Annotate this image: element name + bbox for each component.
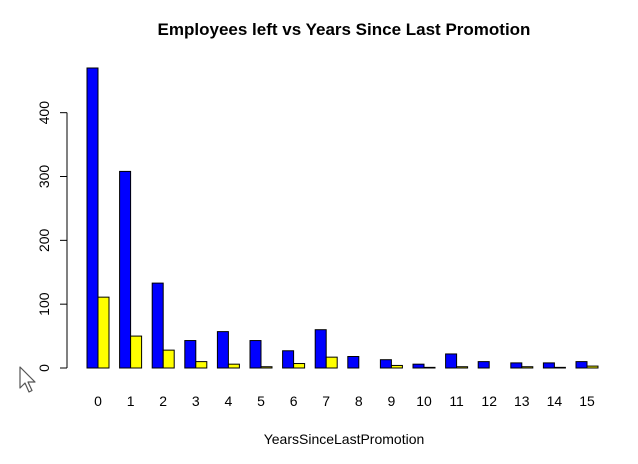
x-tick-label: 1 bbox=[127, 393, 135, 409]
x-axis-label: YearsSinceLastPromotion bbox=[264, 431, 425, 447]
bar-left-yes bbox=[456, 366, 469, 369]
y-tick-label: 0 bbox=[36, 364, 52, 372]
bar-left-yes bbox=[423, 366, 436, 369]
bar-left-no bbox=[282, 350, 295, 369]
y-axis: 0 100 200 300 400 bbox=[36, 101, 68, 372]
bars-group bbox=[86, 67, 599, 369]
x-tick-labels: 0 1 2 3 4 5 6 7 8 9 10 11 12 13 14 15 bbox=[94, 393, 595, 409]
x-tick-label: 5 bbox=[257, 393, 265, 409]
bar-left-no bbox=[184, 340, 197, 369]
bar-left-no bbox=[86, 67, 99, 369]
bar-left-yes bbox=[260, 366, 273, 369]
x-tick-label: 3 bbox=[192, 393, 200, 409]
bar-left-no bbox=[151, 282, 164, 369]
chart-title: Employees left vs Years Since Last Promo… bbox=[158, 20, 531, 39]
bar-left-yes bbox=[325, 356, 338, 369]
bar-left-yes bbox=[227, 363, 240, 369]
x-tick-label: 4 bbox=[225, 393, 233, 409]
bar-left-yes bbox=[553, 366, 566, 369]
arrow-pointer-icon bbox=[19, 366, 36, 393]
x-tick-label: 0 bbox=[94, 393, 102, 409]
bar-left-yes bbox=[162, 349, 175, 369]
bar-left-yes bbox=[130, 335, 143, 369]
bar-left-no bbox=[216, 331, 229, 369]
x-tick-label: 8 bbox=[355, 393, 363, 409]
bar-left-no bbox=[445, 353, 458, 369]
x-tick-label: 12 bbox=[481, 393, 497, 409]
bar-left-no bbox=[347, 356, 360, 369]
bar-left-no bbox=[249, 340, 262, 369]
bar-left-no bbox=[412, 363, 425, 369]
bar-left-yes bbox=[586, 365, 599, 369]
y-tick-label: 100 bbox=[36, 292, 52, 316]
bar-left-yes bbox=[97, 296, 110, 369]
y-tick-label: 200 bbox=[36, 228, 52, 252]
bar-left-no bbox=[575, 361, 588, 369]
x-tick-label: 11 bbox=[449, 393, 464, 409]
bar-left-no bbox=[314, 329, 327, 369]
x-tick-label: 7 bbox=[322, 393, 330, 409]
x-tick-label: 13 bbox=[514, 393, 530, 409]
bar-left-yes bbox=[195, 361, 208, 369]
bar-left-yes bbox=[521, 366, 534, 369]
x-tick-label: 9 bbox=[388, 393, 396, 409]
x-tick-label: 10 bbox=[416, 393, 432, 409]
x-tick-label: 6 bbox=[290, 393, 298, 409]
y-tick-label: 300 bbox=[36, 165, 52, 189]
x-tick-label: 14 bbox=[547, 393, 563, 409]
bar-left-no bbox=[542, 362, 555, 369]
bar-left-no bbox=[119, 170, 132, 369]
x-tick-label: 15 bbox=[579, 393, 595, 409]
bar-left-no bbox=[477, 361, 490, 369]
bar-left-yes bbox=[293, 363, 306, 369]
x-tick-label: 2 bbox=[159, 393, 167, 409]
bar-left-no bbox=[379, 359, 392, 369]
y-tick-label: 400 bbox=[36, 101, 52, 125]
bar-left-no bbox=[510, 362, 523, 369]
bar-left-yes bbox=[390, 364, 403, 369]
